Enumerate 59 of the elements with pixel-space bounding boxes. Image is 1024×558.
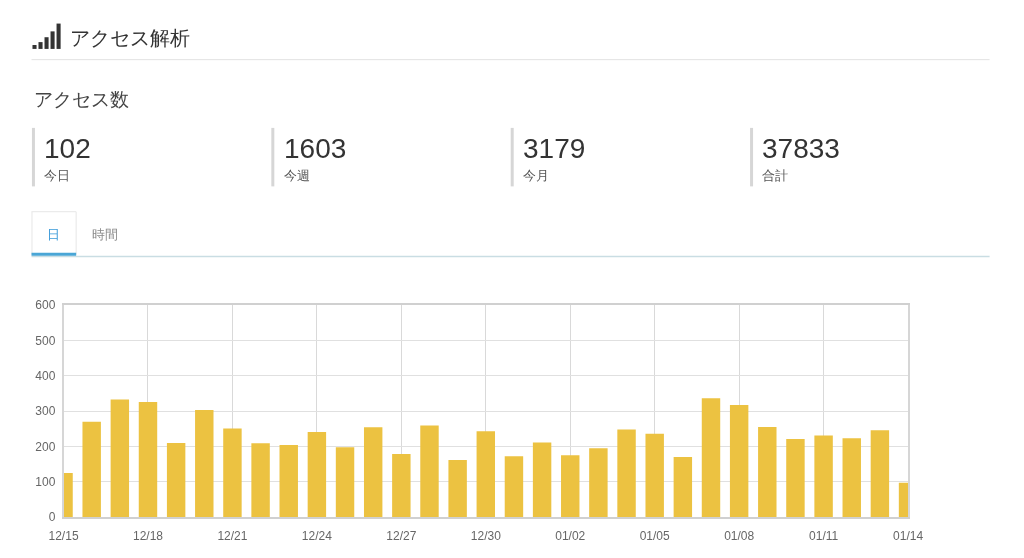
- bar: [645, 433, 664, 518]
- x-tick-label: 01/11: [809, 528, 839, 543]
- y-tick-label: 300: [35, 404, 56, 419]
- bar: [842, 438, 861, 518]
- bar: [729, 405, 749, 518]
- y-tick-label: 600: [35, 298, 56, 313]
- y-tick-label: 400: [35, 368, 56, 383]
- bar: [363, 427, 383, 518]
- bar: [758, 427, 777, 518]
- bar: [673, 457, 693, 518]
- data-label: 1603: [284, 133, 347, 164]
- text: 日: [47, 227, 60, 242]
- data-label: 102: [44, 133, 91, 164]
- bar: [223, 428, 242, 518]
- text: アクセス解析: [70, 27, 190, 49]
- bar: [448, 459, 467, 518]
- y-tick-label: 500: [35, 333, 56, 348]
- y-tick-label: 100: [35, 475, 56, 490]
- x-tick-label: 12/21: [217, 528, 248, 543]
- category-label: 今日: [44, 168, 70, 183]
- bar: [504, 456, 524, 518]
- x-tick-label: 12/30: [470, 528, 502, 543]
- x-tick-label: 01/05: [639, 528, 671, 543]
- category-label: 今月: [523, 168, 549, 183]
- x-tick-label: 01/02: [555, 528, 586, 543]
- bar: [195, 410, 214, 518]
- x-tick-label: 01/08: [724, 528, 755, 543]
- x-tick-label: 01/14: [893, 528, 924, 543]
- category-label: 合計: [762, 168, 788, 183]
- text: アクセス数: [34, 89, 129, 110]
- bar: [166, 442, 186, 518]
- x-tick-label: 12/27: [386, 528, 417, 543]
- bar: [420, 425, 439, 518]
- bar: [561, 455, 580, 518]
- x-tick-label: 12/24: [301, 528, 333, 543]
- text: 時間: [92, 227, 118, 242]
- bar: [476, 431, 496, 518]
- bar: [786, 439, 805, 518]
- bar: [617, 429, 636, 518]
- bar: [701, 398, 721, 518]
- y-tick-label: 200: [35, 439, 56, 454]
- bar: [82, 421, 101, 518]
- bar: [335, 447, 355, 518]
- bar: [251, 443, 270, 518]
- x-tick-label: 12/18: [132, 528, 164, 543]
- category-label: 今週: [284, 168, 310, 183]
- bar: [279, 445, 298, 518]
- data-label: 3179: [523, 133, 586, 164]
- y-tick-label: 0: [48, 510, 56, 525]
- bar: [814, 435, 833, 518]
- bar: [307, 431, 327, 518]
- bar: [870, 430, 890, 518]
- bar: [138, 401, 158, 518]
- bar: [110, 399, 130, 518]
- x-tick-label: 12/15: [48, 528, 79, 543]
- bar: [589, 448, 608, 518]
- bar: [392, 453, 411, 518]
- data-label: 37833: [762, 133, 840, 164]
- bar: [532, 442, 552, 518]
